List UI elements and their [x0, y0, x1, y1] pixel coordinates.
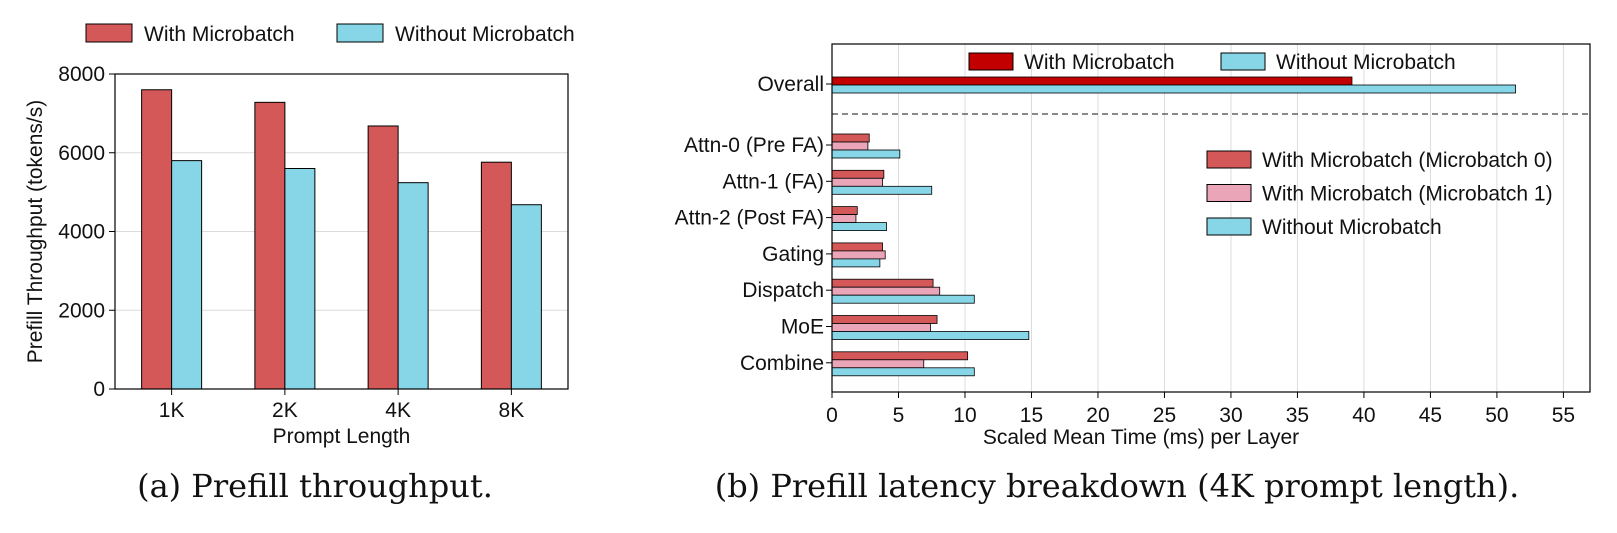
bar	[831, 141, 869, 151]
x-tick-label: 10	[953, 404, 976, 427]
legend-label: Without Microbatch	[1262, 216, 1442, 239]
bar	[254, 101, 286, 390]
legend-swatch	[1206, 217, 1252, 236]
x-tick-label: 25	[1153, 404, 1176, 427]
x-tick-label: 5	[893, 404, 905, 427]
x-tick-label: 0	[826, 404, 838, 427]
bar	[831, 169, 885, 179]
caption-b: (b) Prefill latency breakdown (4K prompt…	[715, 467, 1520, 505]
legend-swatch	[1206, 150, 1252, 169]
legend-swatch	[1220, 52, 1266, 71]
x-tick-label: 15	[1020, 404, 1043, 427]
y-tick-label: 8000	[58, 63, 105, 86]
legend-swatch	[968, 52, 1014, 71]
y-tick-label: 2000	[58, 299, 105, 322]
x-tick-label: 2K	[272, 399, 298, 422]
legend-label: With Microbatch (Microbatch 0)	[1262, 149, 1553, 172]
bar	[831, 177, 883, 187]
bar	[480, 161, 512, 390]
x-tick-label: 1K	[159, 399, 185, 422]
bar	[831, 84, 1516, 94]
x-tick-label: 8K	[499, 399, 525, 422]
bar	[831, 242, 883, 252]
legend-label: Without Microbatch	[395, 23, 575, 46]
y-tick-label: Attn-0 (Pre FA)	[684, 134, 824, 157]
bar	[831, 359, 925, 369]
bar	[831, 214, 857, 224]
bar	[367, 125, 399, 390]
x-tick-label: 50	[1485, 404, 1508, 427]
caption-a: (a) Prefill throughput.	[137, 467, 493, 505]
legend-label: With Microbatch	[144, 23, 295, 46]
y-tick-label: Combine	[740, 352, 824, 375]
bar	[831, 331, 1030, 340]
bar	[831, 206, 858, 216]
x-tick-label: 30	[1219, 404, 1242, 427]
x-tick-label: 45	[1419, 404, 1442, 427]
bar	[831, 367, 975, 377]
x-tick-label: 40	[1352, 404, 1375, 427]
legend-swatch	[336, 23, 384, 43]
bar	[284, 168, 316, 390]
y-tick-label: Dispatch	[742, 279, 824, 302]
y-tick-label: Attn-1 (FA)	[722, 170, 824, 193]
bar	[831, 149, 901, 159]
bar	[141, 89, 173, 390]
bar	[831, 286, 941, 296]
x-axis-label: Scaled Mean Time (ms) per Layer	[983, 426, 1299, 449]
legend-swatch	[85, 23, 133, 43]
bar	[831, 185, 933, 195]
bar	[831, 351, 969, 361]
y-tick-label: 6000	[58, 142, 105, 165]
latency-breakdown-chart: 0 5 10 15 20 25 30 35 40 45 50 55 Overall Attn-0 (Pre…	[675, 43, 1591, 449]
x-axis-label: Prompt Length	[273, 425, 411, 448]
y-axis-label: Prefill Throughput (tokens/s)	[24, 100, 47, 363]
legend-label: With Microbatch (Microbatch 1)	[1262, 183, 1553, 206]
bar	[171, 160, 203, 390]
bar	[510, 204, 542, 390]
bar	[831, 222, 887, 232]
legend-label: Without Microbatch	[1276, 51, 1456, 74]
y-tick-label: Attn-2 (Post FA)	[675, 207, 824, 230]
bar	[397, 182, 429, 390]
x-tick-label: 35	[1286, 404, 1309, 427]
y-tick-label: Gating	[762, 243, 824, 266]
bar	[831, 250, 886, 260]
throughput-chart: 0 2000 4000 6000 8000 1K 2K 4K 8K Prompt Length Pr…	[24, 23, 575, 448]
x-tick-label: 4K	[385, 399, 411, 422]
plot-frame	[831, 43, 1591, 393]
x-tick-label: 20	[1086, 404, 1109, 427]
bar	[831, 278, 934, 288]
y-tick-label: 0	[93, 378, 105, 401]
bar	[831, 323, 931, 332]
y-tick-label: MoE	[781, 316, 824, 339]
bar	[831, 294, 975, 304]
bar	[831, 133, 870, 143]
bar	[831, 258, 881, 268]
legend-label: With Microbatch	[1024, 51, 1175, 74]
y-tick-label: 4000	[58, 221, 105, 244]
y-tick-label: Overall	[757, 73, 824, 96]
x-tick-label: 55	[1552, 404, 1575, 427]
plot-frame	[114, 73, 569, 390]
legend-swatch	[1206, 184, 1252, 202]
bar	[831, 76, 1353, 86]
bar	[831, 315, 938, 324]
